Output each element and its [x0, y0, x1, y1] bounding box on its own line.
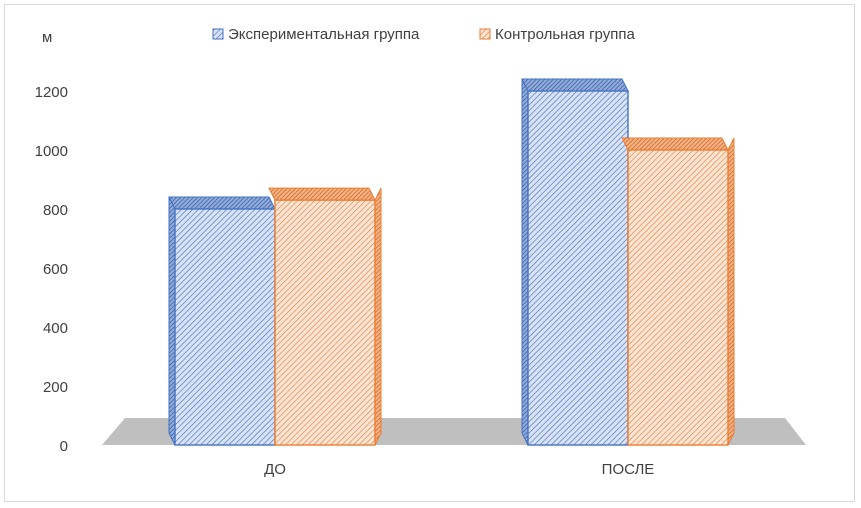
y-tick-label: 800: [43, 202, 68, 219]
bar-front-face: [627, 149, 729, 446]
bar-experimental-do: [168, 196, 276, 446]
bar-front-face: [174, 208, 276, 446]
bar-control-do: [268, 187, 382, 446]
bar-side-face: [521, 78, 529, 446]
legend-item-experimental: Экспериментальная группа: [212, 26, 420, 43]
bars-group: [168, 78, 735, 446]
bar-side-face: [168, 196, 176, 446]
legend-label-experimental: Экспериментальная группа: [228, 26, 420, 43]
bar-experimental-posle: [521, 78, 629, 446]
bar-front-face: [527, 90, 629, 446]
y-tick-label: 400: [43, 320, 68, 337]
y-tick-label: 1200: [35, 84, 68, 101]
bar-side-face: [374, 187, 382, 446]
y-tick-label: 0: [60, 438, 68, 455]
y-tick-label: 1000: [35, 143, 68, 160]
legend-label-control: Контрольная группа: [495, 26, 635, 43]
bar-top-face: [521, 78, 629, 92]
x-tick-label: ПОСЛЕ: [602, 461, 655, 478]
legend-swatch-experimental: [212, 28, 224, 40]
bar-top-face: [268, 187, 376, 201]
legend-swatch-control: [479, 28, 491, 40]
legend: Экспериментальная группа Контрольная гру…: [212, 26, 635, 43]
y-tick-label: 600: [43, 261, 68, 278]
y-tick-label: 200: [43, 379, 68, 396]
x-axis-ticks: ДО ПОСЛЕ: [264, 461, 654, 478]
y-axis-ticks: 0 200 400 600 800 1000 1200: [35, 84, 68, 455]
y-axis-unit-label: м: [42, 29, 52, 46]
bar-top-face: [621, 137, 729, 151]
legend-item-control: Контрольная группа: [479, 26, 635, 43]
bar-front-face: [274, 199, 376, 446]
bar-top-face: [168, 196, 276, 210]
bar-control-posle: [621, 137, 735, 446]
bar-side-face: [727, 137, 735, 446]
x-tick-label: ДО: [264, 461, 286, 478]
